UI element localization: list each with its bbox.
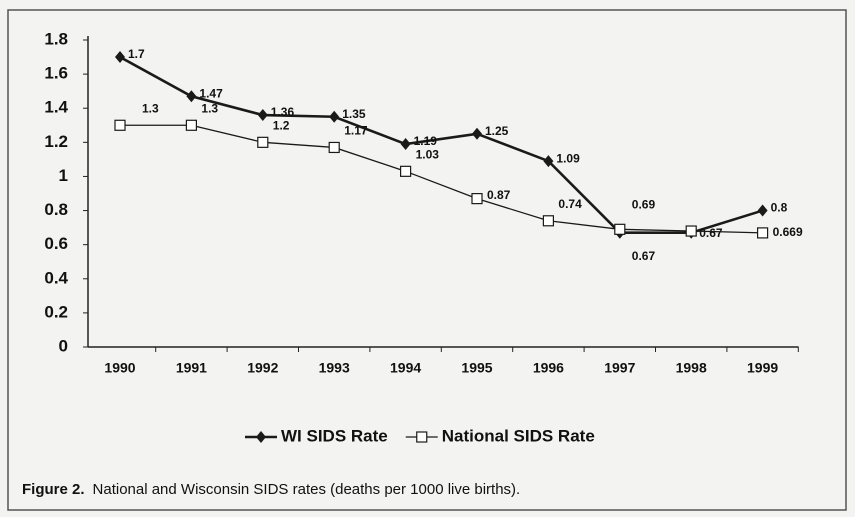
y-tick-label: 0.4 xyxy=(44,268,68,287)
value-label: 0.67 xyxy=(699,226,723,240)
value-label: 0.69 xyxy=(632,197,656,211)
y-tick-label: 1 xyxy=(59,166,68,185)
value-label: 0.74 xyxy=(558,197,582,211)
value-label: 1.25 xyxy=(485,124,509,138)
value-label: 1.3 xyxy=(142,101,159,115)
value-label: 1.09 xyxy=(556,151,580,165)
caption-label: Figure 2. xyxy=(22,481,85,498)
series-line xyxy=(119,55,763,235)
point xyxy=(543,155,554,168)
x-tick-label: 1999 xyxy=(747,360,778,376)
value-label: 1.35 xyxy=(342,107,366,121)
value-label: 0.87 xyxy=(487,188,511,202)
value-label: 1.7 xyxy=(128,47,145,61)
x-tick-label: 1993 xyxy=(319,360,350,376)
point xyxy=(115,51,125,64)
point xyxy=(257,136,269,148)
x-tick-label: 1991 xyxy=(176,360,207,376)
y-tick-label: 0.2 xyxy=(44,302,68,321)
y-tick-label: 1.6 xyxy=(44,64,68,83)
y-tick-label: 1.8 xyxy=(44,29,68,48)
legend-marker xyxy=(416,431,428,443)
x-tick-label: 1997 xyxy=(604,360,635,376)
value-label: 0.8 xyxy=(771,201,788,215)
point xyxy=(257,109,268,122)
point xyxy=(472,127,482,140)
value-label: 1.19 xyxy=(414,134,438,148)
x-tick-label: 1996 xyxy=(533,360,564,376)
point xyxy=(756,227,769,239)
caption-text: National and Wisconsin SIDS rates (death… xyxy=(93,481,521,498)
value-label: 1.3 xyxy=(201,101,218,115)
x-tick-label: 1994 xyxy=(390,360,421,376)
point xyxy=(329,110,340,123)
point xyxy=(400,165,412,177)
value-label: 1.17 xyxy=(344,124,368,138)
point xyxy=(114,119,126,131)
point xyxy=(400,138,411,151)
point xyxy=(614,223,626,235)
y-tick-label: 0.6 xyxy=(44,234,68,253)
value-label: 1.36 xyxy=(271,105,295,119)
x-tick-label: 1995 xyxy=(461,360,492,376)
value-label: 1.47 xyxy=(199,86,223,100)
value-label: 1.03 xyxy=(416,147,440,161)
y-tick-label: 1.4 xyxy=(44,98,68,117)
legend-label: WI SIDS Rate xyxy=(281,426,388,445)
point xyxy=(471,193,483,205)
point xyxy=(185,119,197,131)
y-tick-label: 0 xyxy=(59,336,68,355)
value-label: 0.669 xyxy=(773,225,803,239)
point xyxy=(685,225,697,237)
value-label: 1.2 xyxy=(273,119,290,133)
legend-marker xyxy=(256,431,266,443)
point xyxy=(328,141,340,154)
value-label: 0.67 xyxy=(632,249,656,263)
y-tick-label: 0.8 xyxy=(44,200,68,219)
point xyxy=(542,215,555,227)
legend-label: National SIDS Rate xyxy=(442,426,595,445)
x-tick-label: 1992 xyxy=(247,360,278,376)
y-tick-label: 1.2 xyxy=(44,132,68,151)
x-tick-label: 1990 xyxy=(104,360,135,376)
frame xyxy=(7,9,847,511)
point xyxy=(186,90,197,103)
x-tick-label: 1998 xyxy=(676,360,707,376)
caption: Figure 2. National and Wisconsin SIDS rat… xyxy=(22,481,520,498)
point xyxy=(757,204,768,217)
series-line xyxy=(120,124,763,234)
